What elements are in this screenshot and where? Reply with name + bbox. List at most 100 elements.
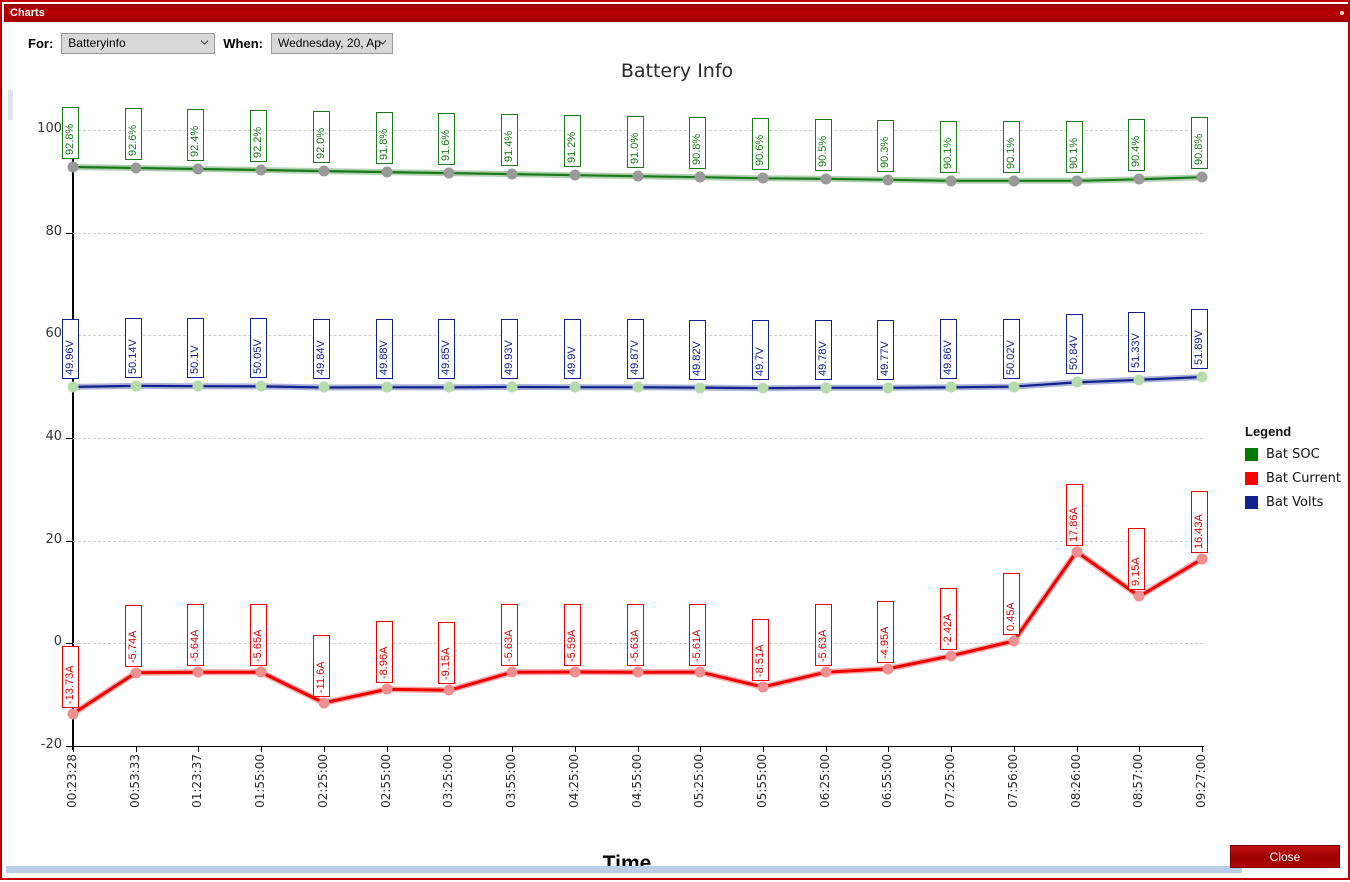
x-axis-tick-mark: [323, 746, 325, 752]
data-point-marker: [569, 666, 581, 678]
data-point-marker: [882, 174, 894, 186]
data-value-callout: -8.96A: [375, 621, 393, 684]
legend-item: Bat Volts: [1245, 495, 1345, 510]
x-axis-tick-mark: [1076, 746, 1078, 752]
x-axis-tick-label: 08:57:00: [1131, 754, 1146, 808]
data-value-callout: 92.4%: [187, 109, 205, 161]
data-value-callout: 91.8%: [375, 112, 393, 165]
x-axis-tick-label: 08:26:00: [1068, 754, 1083, 808]
horizontal-scrollbar[interactable]: [6, 866, 1246, 873]
x-axis-tick-label: 01:23:37: [190, 754, 205, 808]
data-point-marker: [1133, 374, 1145, 386]
x-axis-tick-label: 00:23:28: [65, 754, 79, 808]
horizontal-scrollbar-thumb[interactable]: [6, 866, 1242, 873]
x-axis-tick-mark: [637, 746, 639, 752]
data-value-callout: -5.74A: [124, 604, 142, 667]
x-axis-tick-mark: [1202, 746, 1203, 752]
data-value-callout: 17.86A: [1065, 483, 1083, 546]
data-point-marker: [443, 381, 455, 393]
y-axis-tick-mark: [66, 438, 73, 439]
legend-item: Bat Current: [1245, 471, 1345, 486]
data-point-marker: [945, 175, 957, 187]
data-point-marker: [443, 684, 455, 696]
y-axis-tick-label: -20: [40, 737, 62, 752]
data-value-callout: 49.78V: [814, 319, 832, 380]
x-axis-tick-mark: [574, 746, 576, 752]
data-value-callout: 90.8%: [1191, 117, 1208, 170]
data-value-callout: 90.5%: [814, 118, 832, 171]
x-axis-tick-label: 06:25:00: [817, 754, 832, 808]
data-value-callout: 91.4%: [501, 114, 519, 167]
x-axis-tick-mark: [512, 746, 514, 752]
data-value-callout: 16.43A: [1191, 490, 1208, 553]
data-point-marker: [694, 666, 706, 678]
data-point-marker: [945, 650, 957, 662]
data-value-callout: 49.93V: [501, 319, 519, 380]
x-axis-tick-label: 07:56:00: [1005, 754, 1020, 808]
for-dropdown[interactable]: Batteryinfo: [61, 32, 216, 54]
x-axis-tick-mark: [261, 746, 263, 752]
legend-swatch: [1245, 472, 1258, 485]
data-value-callout: 91.0%: [626, 116, 644, 169]
data-point-marker: [318, 697, 330, 709]
data-value-callout: 49.86V: [940, 319, 958, 380]
data-point-marker: [569, 381, 581, 393]
x-axis-tick-label: 01:55:00: [253, 754, 268, 808]
data-point-marker: [1133, 590, 1145, 602]
chevron-down-icon: [200, 38, 209, 47]
legend-label: Bat Current: [1266, 471, 1341, 486]
data-point-marker: [506, 168, 518, 180]
y-axis-tick-mark: [66, 746, 73, 747]
data-point-marker: [443, 167, 455, 179]
data-value-callout: 50.1V: [187, 318, 205, 379]
vertical-scrollbar-thumb[interactable]: [8, 90, 13, 120]
data-point-marker: [632, 381, 643, 393]
legend-swatch: [1245, 448, 1258, 461]
legend: Legend Bat SOC Bat Current Bat Volts: [1245, 424, 1345, 519]
when-dropdown[interactable]: Wednesday, 20, Ap: [271, 32, 393, 54]
data-point-marker: [945, 381, 957, 393]
close-button[interactable]: Close: [1230, 845, 1340, 868]
data-point-marker: [192, 666, 204, 678]
x-axis-tick-mark: [1013, 746, 1015, 752]
data-value-callout: 92.8%: [62, 106, 79, 159]
data-value-callout: -5.64A: [187, 604, 205, 667]
data-point-marker: [130, 380, 142, 392]
x-axis-tick-mark: [951, 746, 953, 752]
data-point-marker: [130, 162, 142, 174]
y-axis-tick-label: 60: [45, 326, 62, 342]
data-value-callout: 49.96V: [62, 318, 79, 379]
window-title: Charts: [10, 7, 45, 19]
when-label: When:: [223, 35, 263, 51]
legend-items: Bat SOC Bat Current Bat Volts: [1245, 447, 1345, 510]
data-point-marker: [1008, 381, 1020, 393]
data-value-callout: -8.51A: [751, 619, 769, 682]
x-axis-tick-label: 04:55:00: [629, 754, 644, 808]
data-value-callout: 9.15A: [1128, 528, 1146, 591]
data-point-marker: [1071, 546, 1083, 558]
data-value-callout: -9.15A: [438, 622, 456, 685]
data-value-callout: 51.89V: [1191, 308, 1208, 369]
for-dropdown-value: Batteryinfo: [68, 36, 126, 50]
data-point-marker: [1008, 635, 1020, 647]
data-value-callout: 49.88V: [375, 319, 393, 380]
data-point-marker: [1071, 175, 1083, 187]
chevron-down-icon: [378, 38, 387, 47]
x-axis-tick-mark: [73, 746, 74, 752]
data-value-callout: 91.6%: [438, 113, 456, 166]
data-point-marker: [569, 169, 581, 181]
data-point-marker: [820, 666, 832, 678]
data-point-marker: [381, 381, 393, 393]
legend-label: Bat Volts: [1266, 495, 1324, 510]
data-point-marker: [882, 663, 894, 675]
y-axis-tick-label: 20: [45, 531, 62, 547]
data-value-callout: -5.61A: [689, 604, 707, 667]
x-axis-tick-mark: [762, 746, 764, 752]
data-value-callout: 49.87V: [626, 319, 644, 380]
data-point-marker: [1196, 553, 1208, 565]
data-point-marker: [130, 667, 142, 679]
data-value-callout: 91.2%: [563, 115, 581, 168]
data-value-callout: 51.33V: [1128, 311, 1146, 372]
